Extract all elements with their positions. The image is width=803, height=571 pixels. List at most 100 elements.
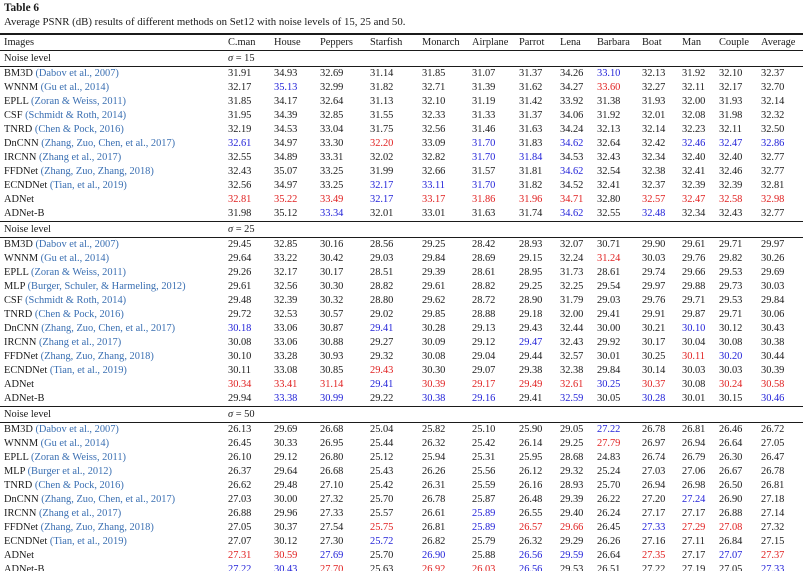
psnr-value: 29.71	[719, 309, 743, 320]
psnr-value: 26.51	[597, 564, 621, 571]
psnr-value: 31.42	[519, 96, 543, 107]
psnr-value: 30.03	[761, 281, 785, 292]
citation-link[interactable]: (Burger et al., 2012)	[24, 466, 112, 477]
psnr-value: 29.74	[642, 267, 666, 278]
psnr-value: 32.00	[682, 96, 706, 107]
psnr-value: 31.85	[422, 68, 446, 79]
psnr-value: 27.06	[682, 466, 706, 477]
psnr-value: 25.42	[472, 438, 496, 449]
psnr-value: 30.44	[761, 351, 785, 362]
psnr-value: 32.02	[370, 152, 394, 163]
psnr-value: 27.30	[320, 536, 344, 547]
method-name: WNNM	[4, 253, 39, 264]
method-name: WNNM	[4, 82, 39, 93]
psnr-value: 30.34	[228, 379, 252, 390]
method-row: BM3D (Dabov et al., 2007) 26.13 29.69 26.68…	[0, 423, 803, 438]
citation-link[interactable]: (Zhang, Zuo, Zhang, 2018)	[38, 522, 154, 533]
psnr-value: 27.35	[642, 550, 666, 561]
psnr-value: 31.37	[519, 68, 543, 79]
psnr-value: 30.15	[719, 393, 743, 404]
psnr-value: 27.17	[682, 508, 706, 519]
citation-link[interactable]: (Zhang et al., 2017)	[36, 337, 122, 348]
psnr-value: 31.86	[472, 194, 496, 205]
psnr-value: 26.81	[682, 424, 706, 435]
column-header-couple: Couple	[719, 33, 761, 51]
psnr-value: 29.54	[597, 281, 621, 292]
psnr-value: 33.09	[422, 138, 446, 149]
column-header-average: Average	[761, 33, 803, 51]
citation-link[interactable]: (Burger, Schuler, & Harmeling, 2012)	[24, 281, 186, 292]
method-name: ADNet	[4, 194, 35, 205]
psnr-value: 30.20	[719, 351, 743, 362]
psnr-value: 31.93	[719, 96, 743, 107]
psnr-value: 28.69	[472, 253, 496, 264]
psnr-value: 32.69	[320, 68, 344, 79]
method-cell: EPLL (Zoran & Weiss, 2011)	[0, 451, 228, 465]
citation-link[interactable]: (Zhang et al., 2017)	[36, 508, 122, 519]
citation-link[interactable]: (Chen & Pock, 2016)	[32, 480, 124, 491]
citation-link[interactable]: (Zhang, Zuo, Zhang, 2018)	[38, 351, 154, 362]
citation-link[interactable]: (Zoran & Weiss, 2011)	[28, 452, 127, 463]
psnr-value: 29.41	[597, 309, 621, 320]
psnr-value: 26.78	[761, 466, 785, 477]
psnr-value: 26.57	[519, 522, 543, 533]
table-body: Noise level σ = 15 BM3D (Dabov et al., 200…	[0, 50, 803, 571]
psnr-value: 33.17	[422, 194, 446, 205]
psnr-value: 27.15	[761, 536, 785, 547]
citation-link[interactable]: (Chen & Pock, 2016)	[32, 309, 124, 320]
citation-link[interactable]: (Zoran & Weiss, 2011)	[28, 96, 127, 107]
citation-link[interactable]: (Zhang, Zuo, Zhang, 2018)	[38, 166, 154, 177]
citation-link[interactable]: (Zhang, Zuo, Chen, et al., 2017)	[38, 323, 176, 334]
citation-link[interactable]: (Gu et al., 2014)	[38, 438, 110, 449]
psnr-value: 26.16	[519, 480, 543, 491]
column-header-lena: Lena	[560, 33, 597, 51]
citation-link[interactable]: (Dabov et al., 2007)	[32, 239, 119, 250]
citation-link[interactable]: (Gu et al., 2014)	[38, 253, 110, 264]
psnr-value: 34.62	[560, 166, 584, 177]
psnr-value: 35.13	[274, 82, 298, 93]
citation-link[interactable]: (Schmidt & Roth, 2014)	[22, 110, 127, 121]
psnr-value: 33.06	[274, 323, 298, 334]
citation-link[interactable]: (Zhang, Zuo, Chen, et al., 2017)	[38, 494, 176, 505]
citation-link[interactable]: (Zhang, Zuo, Chen, et al., 2017)	[38, 138, 176, 149]
citation-link[interactable]: (Zhang et al., 2017)	[36, 152, 122, 163]
psnr-value: 32.23	[682, 124, 706, 135]
citation-link[interactable]: (Dabov et al., 2007)	[32, 68, 119, 79]
citation-link[interactable]: (Schmidt & Roth, 2014)	[22, 295, 127, 306]
psnr-value: 26.56	[519, 550, 543, 561]
method-row: ECNDNet (Tian, et al., 2019) 32.56 34.97 33…	[0, 179, 803, 193]
method-cell: CSF (Schmidt & Roth, 2014)	[0, 109, 228, 123]
citation-link[interactable]: (Zoran & Weiss, 2011)	[28, 267, 127, 278]
citation-link[interactable]: (Tian, et al., 2019)	[47, 536, 127, 547]
psnr-value: 33.30	[320, 138, 344, 149]
method-name: MLP	[4, 466, 25, 477]
psnr-value: 31.85	[228, 96, 252, 107]
method-name: EPLL	[4, 267, 29, 278]
citation-link[interactable]: (Tian, et al., 2019)	[47, 180, 127, 191]
citation-link[interactable]: (Tian, et al., 2019)	[47, 365, 127, 376]
citation-link[interactable]: (Chen & Pock, 2016)	[32, 124, 124, 135]
psnr-value: 26.26	[597, 536, 621, 547]
psnr-value: 26.12	[519, 466, 543, 477]
psnr-value: 26.78	[422, 494, 446, 505]
psnr-value: 30.88	[320, 337, 344, 348]
psnr-value: 32.86	[761, 138, 785, 149]
psnr-value: 25.44	[370, 438, 394, 449]
method-name: CSF	[4, 295, 23, 306]
method-row: MLP (Burger et al., 2012) 26.37 29.64 26.68…	[0, 465, 803, 479]
psnr-value: 31.91	[228, 68, 252, 79]
psnr-value: 26.45	[228, 438, 252, 449]
psnr-value: 32.00	[560, 309, 584, 320]
psnr-value: 30.57	[320, 309, 344, 320]
psnr-value: 29.04	[472, 351, 496, 362]
psnr-value: 29.53	[719, 295, 743, 306]
psnr-value: 35.07	[274, 166, 298, 177]
citation-link[interactable]: (Gu et al., 2014)	[38, 82, 110, 93]
psnr-value: 29.96	[274, 508, 298, 519]
citation-link[interactable]: (Dabov et al., 2007)	[32, 424, 119, 435]
psnr-value: 25.56	[472, 466, 496, 477]
psnr-value: 29.03	[597, 295, 621, 306]
psnr-value: 25.63	[370, 564, 394, 571]
psnr-value: 28.61	[472, 267, 496, 278]
psnr-value: 32.56	[274, 281, 298, 292]
